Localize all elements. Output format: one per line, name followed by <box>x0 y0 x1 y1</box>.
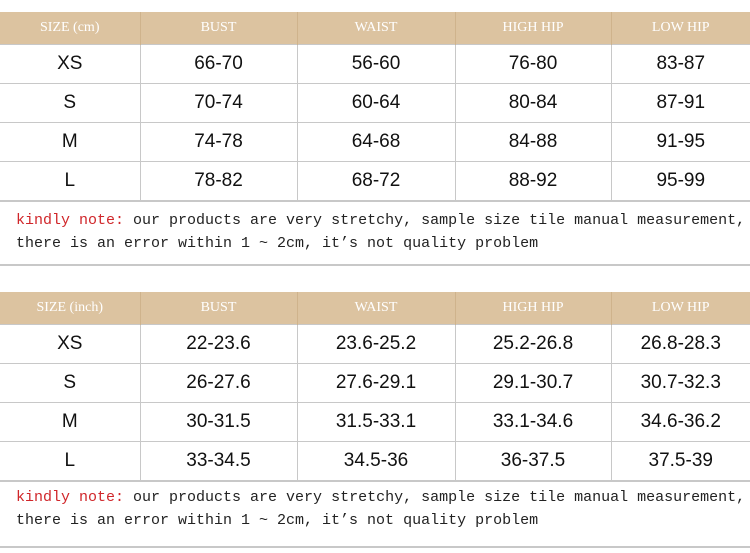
measurement-cell: 91-95 <box>610 122 750 162</box>
note-label: kindly note: <box>16 489 125 506</box>
size-cell: S <box>0 83 140 123</box>
column-header: WAIST <box>296 292 455 325</box>
note-line1: our products are very stretchy, sample s… <box>124 489 746 506</box>
measurement-cell: 84-88 <box>454 122 611 162</box>
measurement-cell: 60-64 <box>296 83 455 123</box>
measurement-cell: 33.1-34.6 <box>454 402 611 442</box>
measurement-cell: 30-31.5 <box>139 402 297 442</box>
size-cell: XS <box>0 44 140 84</box>
measurement-cell: 23.6-25.2 <box>296 324 455 364</box>
measurement-cell: 70-74 <box>139 83 297 123</box>
measurement-cell: 36-37.5 <box>454 441 611 482</box>
table-row: M 74-78 64-68 84-88 91-95 <box>0 122 750 162</box>
measurement-cell: 56-60 <box>296 44 455 84</box>
header-row: SIZE (inch) BUST WAIST HIGH HIP LOW HIP <box>0 292 750 325</box>
table-row: S 70-74 60-64 80-84 87-91 <box>0 83 750 123</box>
note-inch: kindly note: our products are very stret… <box>16 486 745 532</box>
measurement-cell: 25.2-26.8 <box>454 324 611 364</box>
column-header: SIZE (inch) <box>0 292 140 325</box>
measurement-cell: 31.5-33.1 <box>296 402 455 442</box>
table-row: L 33-34.5 34.5-36 36-37.5 37.5-39 <box>0 441 750 482</box>
table-row: L 78-82 68-72 88-92 95-99 <box>0 161 750 202</box>
measurement-cell: 76-80 <box>454 44 611 84</box>
table-row: M 30-31.5 31.5-33.1 33.1-34.6 34.6-36.2 <box>0 402 750 442</box>
measurement-cell: 78-82 <box>139 161 297 202</box>
column-header: LOW HIP <box>610 292 750 325</box>
measurement-cell: 34.6-36.2 <box>610 402 750 442</box>
note-line2: there is an error within 1 ~ 2cm, it’s n… <box>16 512 539 529</box>
size-cell: S <box>0 363 140 403</box>
size-table-inch: SIZE (inch) BUST WAIST HIGH HIP LOW HIP XS 22-… <box>0 292 750 482</box>
note-line2: there is an error within 1 ~ 2cm, it’s n… <box>16 235 539 252</box>
measurement-cell: 64-68 <box>296 122 455 162</box>
column-header: SIZE (cm) <box>0 12 140 45</box>
table-row: XS 66-70 56-60 76-80 83-87 <box>0 44 750 84</box>
column-header: HIGH HIP <box>454 12 611 45</box>
measurement-cell: 80-84 <box>454 83 611 123</box>
divider <box>0 264 750 266</box>
divider <box>0 546 750 548</box>
measurement-cell: 27.6-29.1 <box>296 363 455 403</box>
size-table-cm: SIZE (cm) BUST WAIST HIGH HIP LOW HIP XS 66-70… <box>0 12 750 202</box>
measurement-cell: 83-87 <box>610 44 750 84</box>
size-cell: M <box>0 122 140 162</box>
measurement-cell: 26.8-28.3 <box>610 324 750 364</box>
size-cell: L <box>0 441 140 482</box>
measurement-cell: 87-91 <box>610 83 750 123</box>
column-header: WAIST <box>296 12 455 45</box>
measurement-cell: 68-72 <box>296 161 455 202</box>
note-cm: kindly note: our products are very stret… <box>16 209 745 255</box>
measurement-cell: 74-78 <box>139 122 297 162</box>
measurement-cell: 95-99 <box>610 161 750 202</box>
measurement-cell: 29.1-30.7 <box>454 363 611 403</box>
header-row: SIZE (cm) BUST WAIST HIGH HIP LOW HIP <box>0 12 750 45</box>
measurement-cell: 26-27.6 <box>139 363 297 403</box>
table-row: XS 22-23.6 23.6-25.2 25.2-26.8 26.8-28.3 <box>0 324 750 364</box>
measurement-cell: 37.5-39 <box>610 441 750 482</box>
column-header: LOW HIP <box>610 12 750 45</box>
note-label: kindly note: <box>16 212 125 229</box>
size-cell: L <box>0 161 140 202</box>
note-line1: our products are very stretchy, sample s… <box>124 212 746 229</box>
measurement-cell: 33-34.5 <box>139 441 297 482</box>
column-header: HIGH HIP <box>454 292 611 325</box>
size-cell: M <box>0 402 140 442</box>
column-header: BUST <box>139 12 297 45</box>
measurement-cell: 34.5-36 <box>296 441 455 482</box>
measurement-cell: 30.7-32.3 <box>610 363 750 403</box>
column-header: BUST <box>139 292 297 325</box>
size-cell: XS <box>0 324 140 364</box>
measurement-cell: 22-23.6 <box>139 324 297 364</box>
table-row: S 26-27.6 27.6-29.1 29.1-30.7 30.7-32.3 <box>0 363 750 403</box>
measurement-cell: 88-92 <box>454 161 611 202</box>
measurement-cell: 66-70 <box>139 44 297 84</box>
